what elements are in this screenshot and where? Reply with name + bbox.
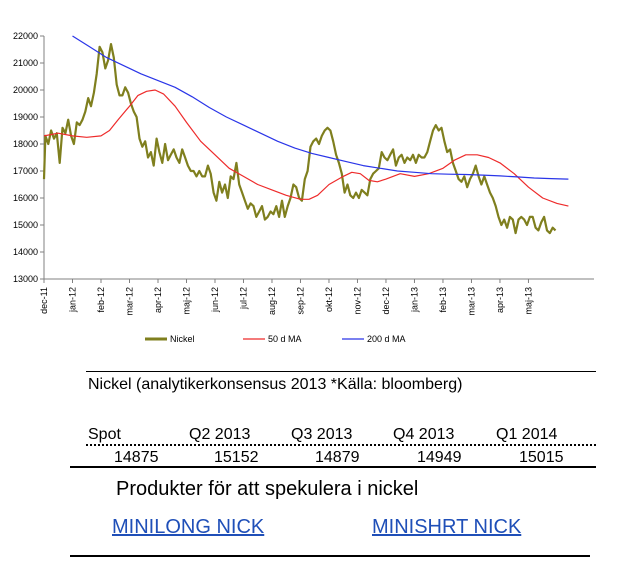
x-ticks: dec-11 jan-12 feb-12 mar-12 apr-12 maj-12 jun-… — [39, 279, 533, 316]
legend: Nickel 50 d MA 200 d MA — [145, 334, 406, 344]
header-q1-2014: Q1 2014 — [496, 426, 558, 443]
y-tick-label: 21000 — [13, 58, 38, 68]
footer-rule — [70, 555, 590, 557]
header-q3-2013: Q3 2013 — [291, 426, 353, 443]
value-q4-2013: 14949 — [417, 449, 462, 466]
x-tick-label: maj-12 — [181, 287, 191, 315]
y-tick-label: 17000 — [13, 166, 38, 176]
legend-label: Nickel — [170, 334, 195, 344]
x-tick-label: jan-12 — [67, 287, 77, 313]
y-tick-label: 13000 — [13, 274, 38, 284]
value-spot: 14875 — [114, 449, 159, 466]
value-q2-2013: 15152 — [214, 449, 259, 466]
header-dotted-rule — [86, 444, 596, 446]
x-tick-label: apr-13 — [495, 287, 505, 313]
x-tick-label: jan-13 — [409, 287, 419, 313]
x-tick-label: jul-12 — [238, 287, 248, 310]
series-lines — [42, 35, 569, 235]
value-q1-2014: 15015 — [519, 449, 564, 466]
legend-label: 200 d MA — [367, 334, 406, 344]
y-tick-label: 22000 — [13, 31, 38, 41]
y-tick-label: 20000 — [13, 85, 38, 95]
header-spot: Spot — [88, 426, 121, 443]
y-ticks: 13000 14000 15000 16000 17000 18000 19000 20000… — [13, 31, 44, 284]
y-tick-label: 16000 — [13, 193, 38, 203]
x-tick-label: dec-11 — [39, 287, 49, 314]
header-q2-2013: Q2 2013 — [189, 426, 251, 443]
table-top-rule — [86, 371, 596, 372]
y-tick-label: 15000 — [13, 220, 38, 230]
table-bottom-rule — [70, 466, 596, 468]
x-tick-label: aug-12 — [267, 287, 277, 315]
x-tick-label: sep-12 — [295, 287, 305, 315]
y-tick-label: 19000 — [13, 112, 38, 122]
legend-label: 50 d MA — [268, 334, 302, 344]
header-q4-2013: Q4 2013 — [393, 426, 455, 443]
value-q3-2013: 14879 — [315, 449, 360, 466]
consensus-title: Nickel (analytikerkonsensus 2013 *Källa:… — [88, 376, 463, 393]
nickel-price-chart: 13000 14000 15000 16000 17000 18000 19000 20000… — [13, 31, 594, 344]
x-tick-label: jun-12 — [210, 287, 220, 313]
x-tick-label: dec-12 — [381, 287, 391, 315]
series-line-50-d-ma — [43, 89, 569, 207]
minishrt-nick-link[interactable]: MINISHRT NICK — [372, 516, 522, 538]
x-tick-label: okt-12 — [324, 287, 334, 312]
minilong-nick-link[interactable]: MINILONG NICK — [112, 516, 265, 538]
x-tick-label: feb-13 — [438, 287, 448, 313]
x-tick-label: nov-12 — [352, 287, 362, 315]
series-line-nickel — [42, 43, 557, 235]
y-tick-label: 14000 — [13, 247, 38, 257]
y-tick-label: 18000 — [13, 139, 38, 149]
x-tick-label: mar-13 — [466, 287, 476, 316]
x-tick-label: apr-12 — [153, 287, 163, 313]
x-tick-label: mar-12 — [124, 287, 134, 316]
x-tick-label: maj-13 — [523, 287, 533, 315]
x-tick-label: feb-12 — [96, 287, 106, 313]
series-line-200-d-ma — [72, 35, 569, 180]
products-heading: Produkter för att spekulera i nickel — [116, 478, 419, 500]
